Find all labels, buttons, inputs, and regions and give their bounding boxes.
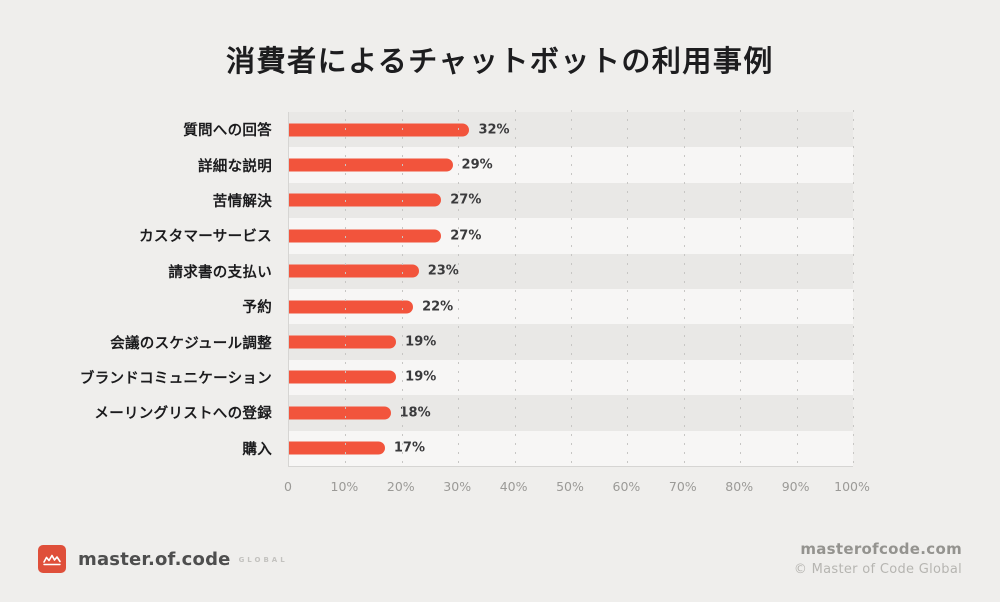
chart-row: 27% <box>289 182 853 219</box>
x-tick-label: 0 <box>284 479 292 494</box>
value-label: 23% <box>427 263 459 279</box>
chart-row: 27% <box>289 218 853 254</box>
category-label: 予約 <box>242 300 272 317</box>
chart-row: 18% <box>289 395 853 431</box>
bar <box>289 229 442 243</box>
x-tick-label: 30% <box>443 479 472 494</box>
plot-area: 32% 29% 27% 27% 23% 22% 19% 19% 18% 17% <box>288 110 854 468</box>
x-tick-label: 60% <box>612 479 641 494</box>
bar <box>289 264 419 278</box>
master-of-code-logo-icon <box>38 545 66 573</box>
website-url: masterofcode.com <box>800 540 962 558</box>
logo-wordmark: master.of.code <box>78 548 231 570</box>
value-label: 29% <box>461 157 493 173</box>
category-label: 請求書の支払い <box>168 264 272 281</box>
category-label: 会議のスケジュール調整 <box>110 335 272 352</box>
category-label: 苦情解決 <box>212 193 272 210</box>
category-label: 質問への回答 <box>183 123 272 140</box>
bar-rows: 32% 29% 27% 27% 23% 22% 19% 19% 18% 17% <box>289 112 853 466</box>
value-label: 19% <box>405 334 437 350</box>
value-label: 27% <box>450 228 482 244</box>
chart-row: 29% <box>289 147 853 183</box>
value-label: 27% <box>450 192 482 208</box>
x-tick-label: 70% <box>668 479 697 494</box>
chart-row: 32% <box>289 112 853 148</box>
value-label: 32% <box>478 122 510 138</box>
bar <box>289 441 385 455</box>
chart-row: 22% <box>289 288 853 325</box>
bar <box>289 123 470 137</box>
chart-row: 23% <box>289 253 853 289</box>
x-tick-label: 80% <box>725 479 754 494</box>
chart-title: 消費者によるチャットボットの利用事例 <box>226 44 774 78</box>
x-axis-ticks: 0 10% 20% 30% 40% 50% 60% 70% 80% 90% 100% <box>284 479 870 495</box>
bar <box>289 300 414 314</box>
bar <box>289 335 397 349</box>
category-label: 詳細な説明 <box>198 158 272 175</box>
copyright-text: © Master of Code Global <box>793 562 962 577</box>
bar <box>289 158 453 172</box>
chart-row: 19% <box>289 359 853 396</box>
bar <box>289 370 397 384</box>
category-label: メーリングリストへの登録 <box>94 406 272 423</box>
footer-credits: masterofcode.com © Master of Code Global <box>794 540 962 577</box>
category-label: ブランドコミュニケーション <box>79 370 272 387</box>
logo-suffix: GLOBAL <box>238 556 288 564</box>
bar <box>289 193 442 207</box>
value-label: 18% <box>399 405 431 421</box>
chart-row: 17% <box>289 430 853 466</box>
x-tick-label: 20% <box>386 479 415 494</box>
x-tick-label: 90% <box>781 479 810 494</box>
x-tick-label: 50% <box>556 479 584 494</box>
value-label: 19% <box>405 369 437 385</box>
value-label: 17% <box>393 440 425 456</box>
footer-brand: master.of.code GLOBAL <box>38 545 288 573</box>
x-tick-label: 100% <box>834 479 870 494</box>
bar <box>289 406 391 420</box>
category-labels: 質問への回答詳細な説明苦情解決カスタマーサービス請求書の支払い予約会議のスケジュ… <box>40 112 272 466</box>
gridline <box>853 110 854 468</box>
x-tick-label: 40% <box>499 479 528 494</box>
x-tick-label: 10% <box>330 479 359 494</box>
category-label: カスタマーサービス <box>139 229 272 246</box>
value-label: 22% <box>422 299 454 315</box>
category-label: 購入 <box>242 441 272 458</box>
chart-row: 19% <box>289 324 853 360</box>
